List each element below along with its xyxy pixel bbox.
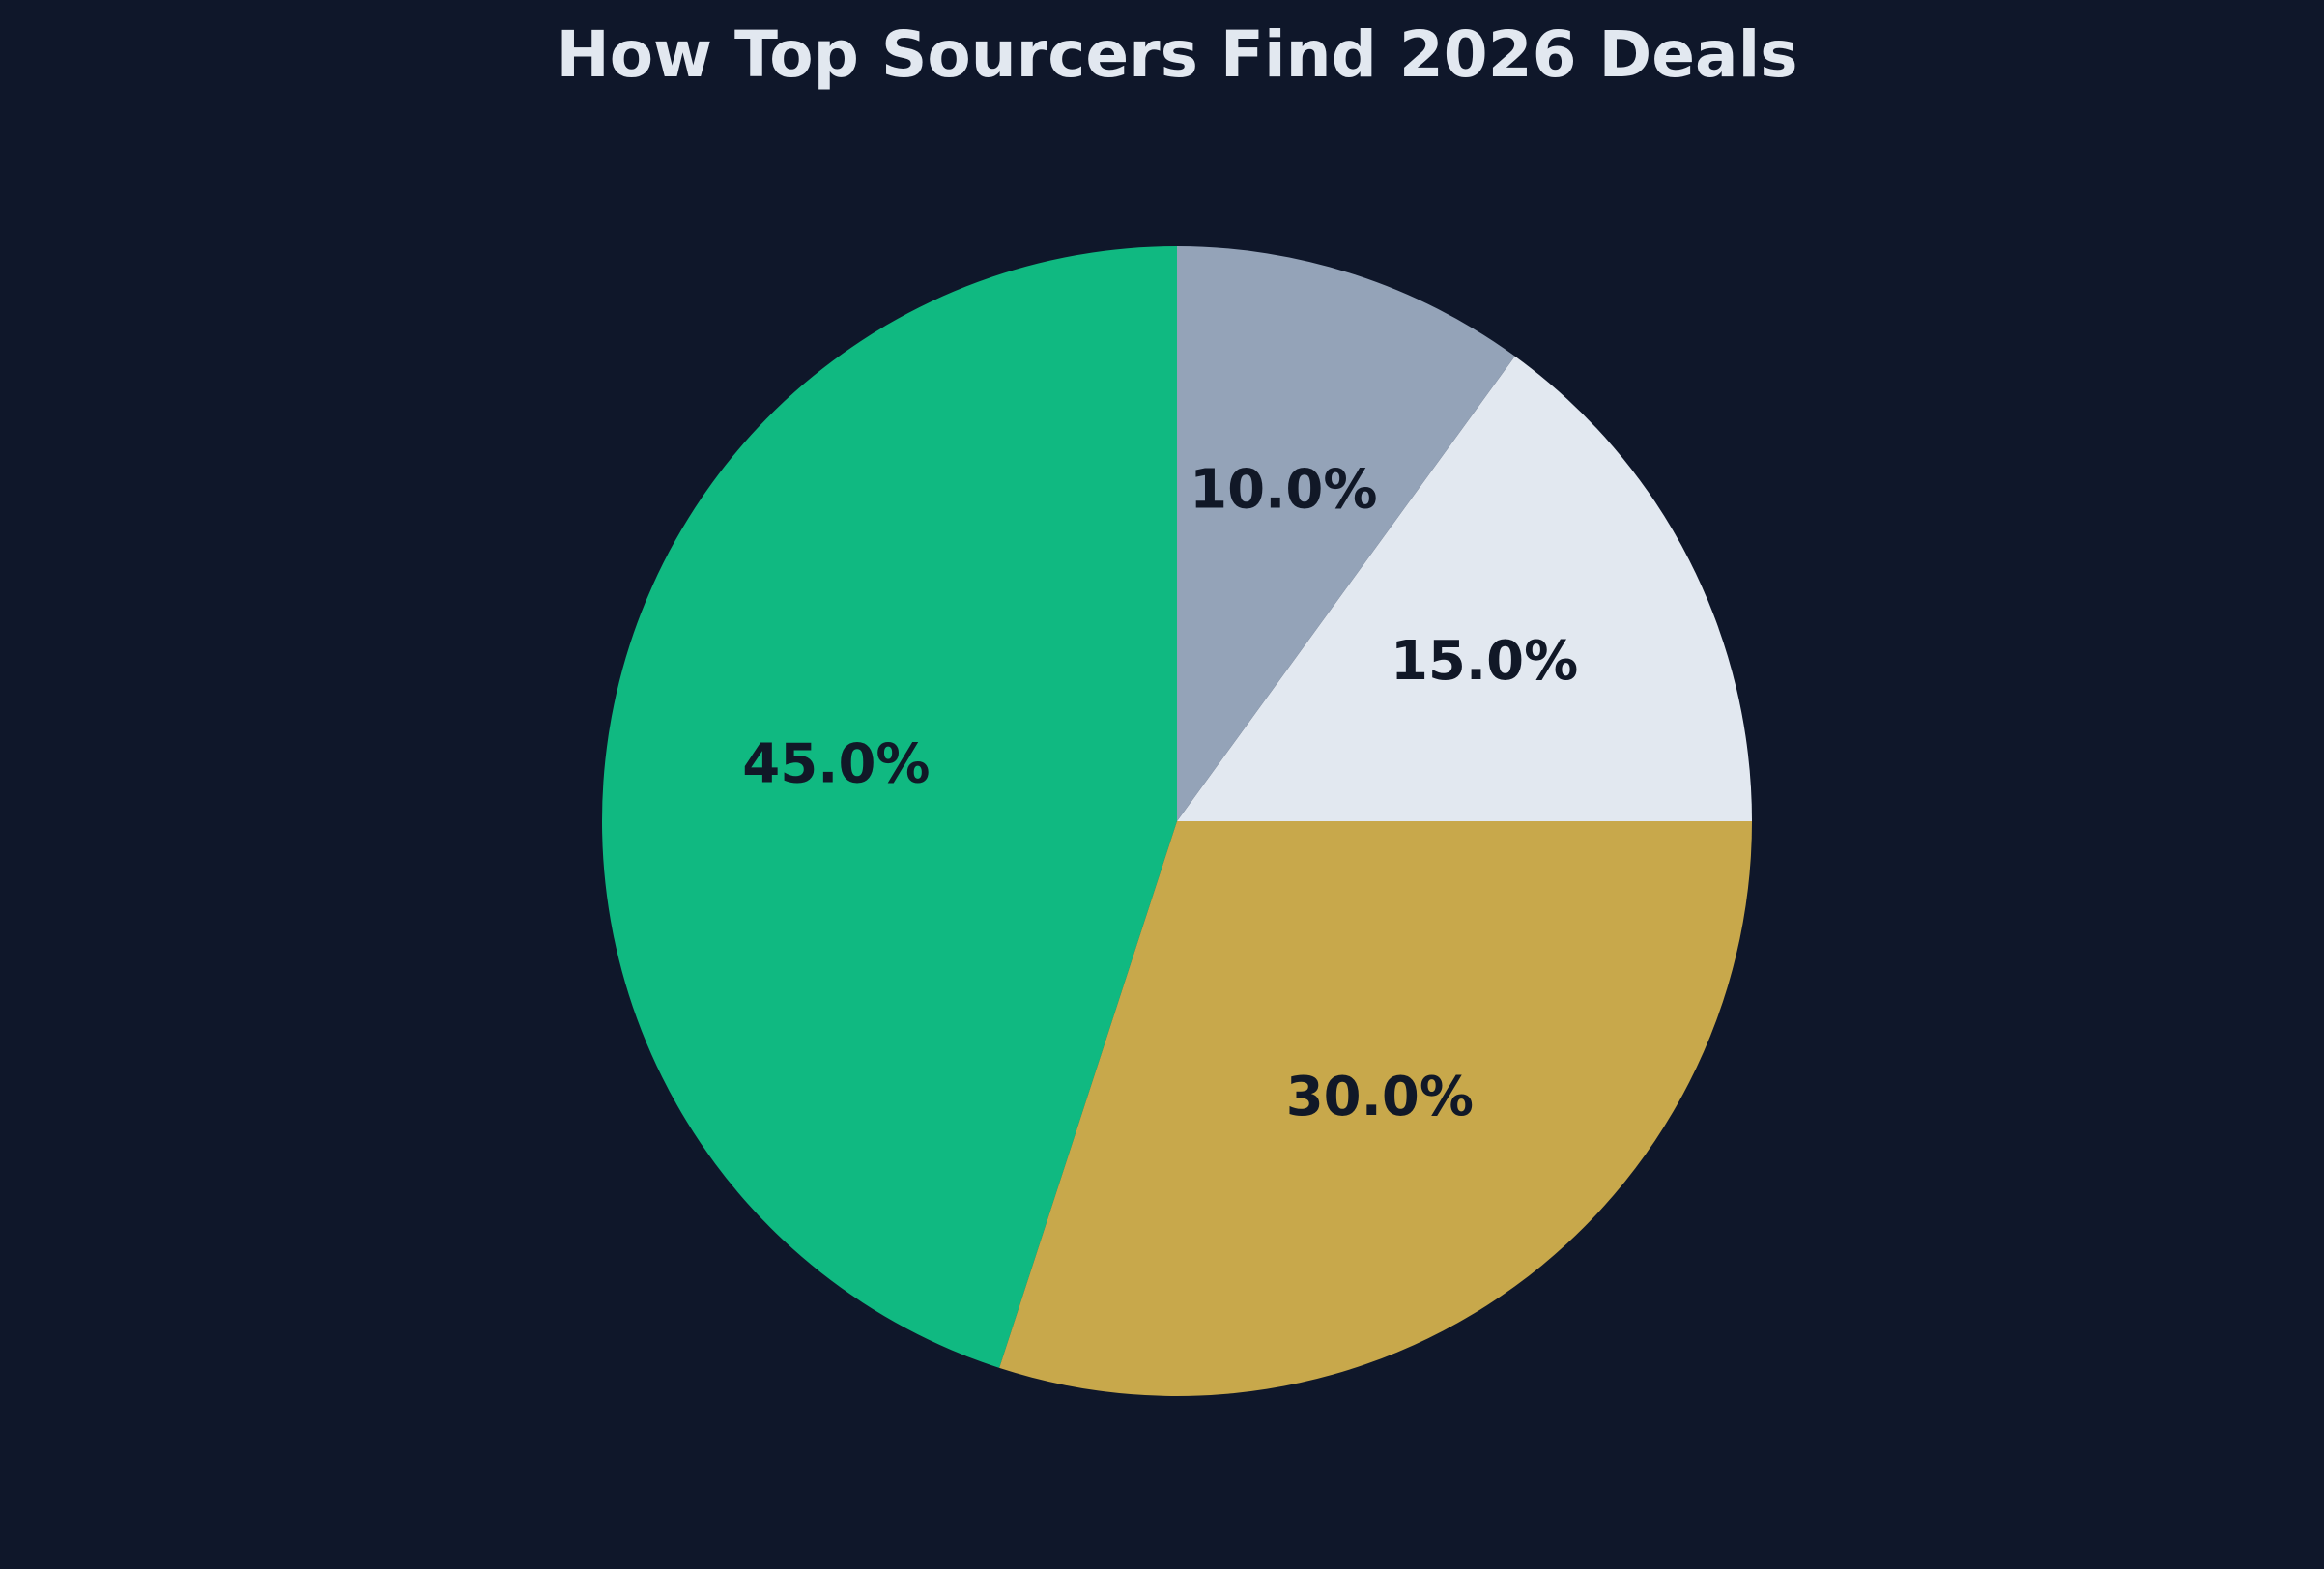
pie-slice bbox=[1177, 356, 1752, 821]
slice-label: 45.0% bbox=[742, 732, 930, 795]
pie-slice bbox=[999, 821, 1752, 1396]
slice-label: 15.0% bbox=[1391, 630, 1578, 693]
slice-label: 30.0% bbox=[1286, 1066, 1474, 1128]
pie-slice bbox=[602, 246, 1177, 1368]
slice-label: 10.0% bbox=[1190, 459, 1377, 522]
pie-slice bbox=[1177, 246, 1515, 821]
chart-title: How Top Sourcers Find 2026 Deals bbox=[556, 17, 1797, 92]
